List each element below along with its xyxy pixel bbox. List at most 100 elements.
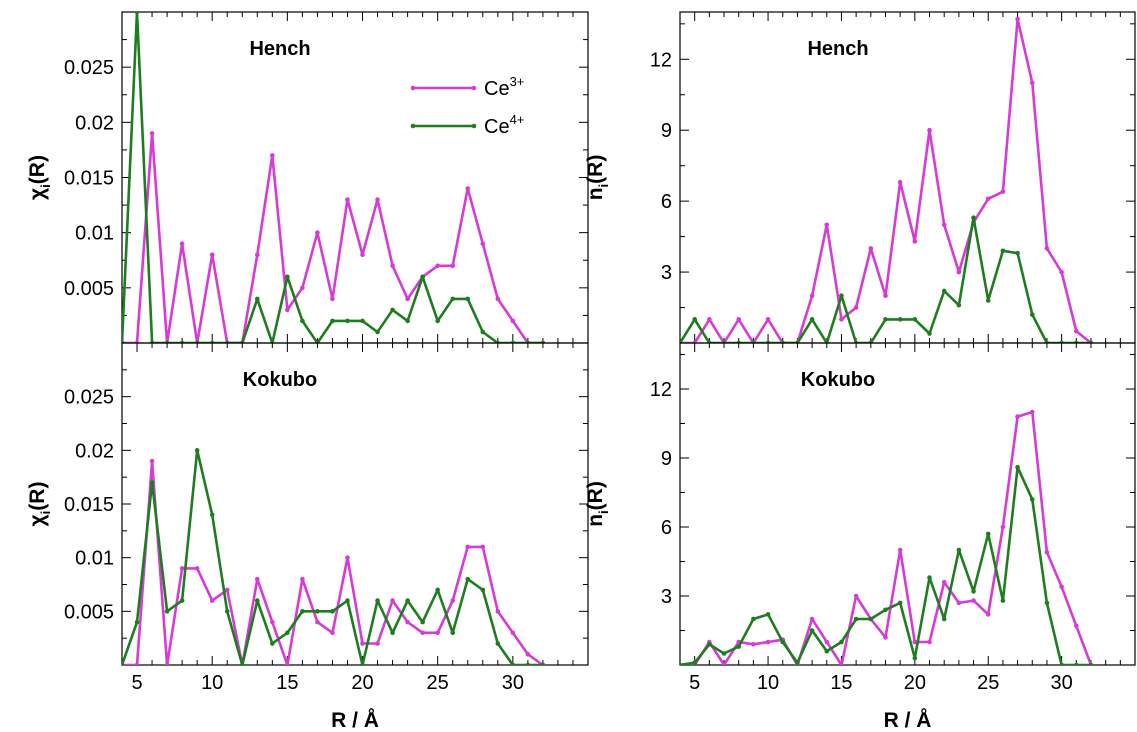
x-tick-label: 25: [977, 672, 999, 694]
data-point: [435, 587, 440, 593]
data-point: [450, 263, 456, 269]
data-point: [164, 609, 170, 614]
data-point: [330, 630, 335, 636]
data-point: [1015, 464, 1020, 470]
data-point: [1044, 550, 1050, 555]
data-point: [465, 296, 471, 302]
data-point: [525, 662, 531, 665]
data-point: [707, 317, 712, 322]
data-point: [540, 662, 546, 665]
data-point: [912, 655, 918, 661]
y-tick-label: 0.025: [64, 57, 114, 79]
data-point: [435, 263, 440, 269]
data-point: [345, 318, 350, 324]
data-point: [330, 296, 335, 302]
data-point: [912, 317, 918, 322]
data-point: [780, 639, 786, 645]
data-point: [927, 127, 932, 133]
data-point: [510, 318, 516, 324]
data-point: [971, 215, 976, 220]
y-axis-title: ni(R): [584, 481, 611, 527]
x-tick-label: 20: [904, 672, 926, 694]
data-point: [465, 576, 471, 582]
data-point: [1000, 189, 1006, 194]
data-point: [1000, 248, 1006, 254]
panel-title: Kokubo: [801, 369, 875, 391]
panel-bottom-right: 5 10 15 20 25 30 3 6 9 12 Kokubo ni(R) R / Å: [584, 342, 1136, 732]
x-axis-title: R / Å: [884, 708, 932, 732]
data-point: [134, 662, 140, 665]
data-point: [941, 288, 947, 294]
data-point: [149, 131, 155, 136]
data-point: [134, 619, 140, 625]
y-tick-label: 0.015: [64, 168, 114, 190]
data-point: [390, 263, 395, 269]
data-point: [254, 598, 260, 603]
data-point: [330, 318, 335, 324]
data-point: [1029, 409, 1035, 415]
legend-marker: [471, 123, 477, 129]
data-point: [315, 230, 320, 235]
x-tick-label: 30: [1050, 672, 1072, 694]
y-tick-label: 12: [650, 49, 672, 71]
series-line-Ce3plus: [122, 132, 543, 343]
data-point: [420, 274, 425, 280]
x-tick-label: 15: [276, 672, 298, 694]
data-point: [809, 616, 815, 622]
y-axis-title: χi(R): [26, 482, 53, 527]
series-line-Ce3plus: [680, 410, 1093, 665]
y-tick-label: 0.005: [64, 601, 114, 623]
y-tick-label: 0.005: [64, 278, 114, 300]
data-point: [209, 598, 215, 603]
data-point: [254, 296, 260, 302]
panel-title: Kokubo: [243, 369, 317, 391]
data-point: [839, 317, 844, 322]
data-point: [285, 630, 290, 636]
y-tick-label: 9: [661, 120, 672, 142]
data-point: [883, 635, 888, 640]
data-point: [390, 307, 395, 313]
data-point: [1029, 80, 1035, 86]
data-point: [270, 153, 275, 158]
data-point: [1015, 414, 1020, 419]
data-point: [375, 329, 380, 335]
data-point: [480, 587, 486, 593]
data-point: [765, 612, 771, 617]
data-point: [868, 246, 874, 251]
data-point: [285, 307, 290, 313]
data-point: [765, 317, 771, 322]
panel-title: Hench: [807, 38, 868, 60]
data-point: [1015, 250, 1020, 256]
data-point: [736, 644, 742, 649]
y-tick-label: 3: [661, 262, 672, 284]
data-point: [315, 609, 320, 614]
data-point: [1059, 662, 1064, 665]
data-point: [956, 269, 962, 275]
data-point: [721, 662, 727, 665]
y-tick-label: 0.01: [75, 223, 114, 245]
data-point: [510, 630, 516, 636]
data-point: [360, 641, 365, 646]
data-point: [375, 197, 380, 202]
y-tick-label: 6: [661, 191, 672, 213]
data-point: [809, 317, 815, 322]
data-point: [1015, 16, 1020, 22]
data-point: [883, 317, 888, 322]
data-point: [1059, 584, 1064, 590]
data-point: [300, 285, 305, 291]
data-point: [883, 607, 888, 613]
data-point: [315, 619, 320, 625]
data-point: [300, 576, 305, 582]
data-point: [254, 252, 260, 258]
data-point: [285, 274, 290, 280]
legend-label: Ce4+: [484, 112, 524, 138]
data-point: [956, 600, 962, 606]
y-tick-label: 0.015: [64, 494, 114, 516]
data-point: [680, 662, 683, 665]
data-point: [254, 576, 260, 582]
data-point: [736, 317, 742, 322]
y-axis-title: χi(R): [26, 155, 53, 200]
data-point: [956, 547, 962, 553]
data-point: [179, 566, 185, 571]
